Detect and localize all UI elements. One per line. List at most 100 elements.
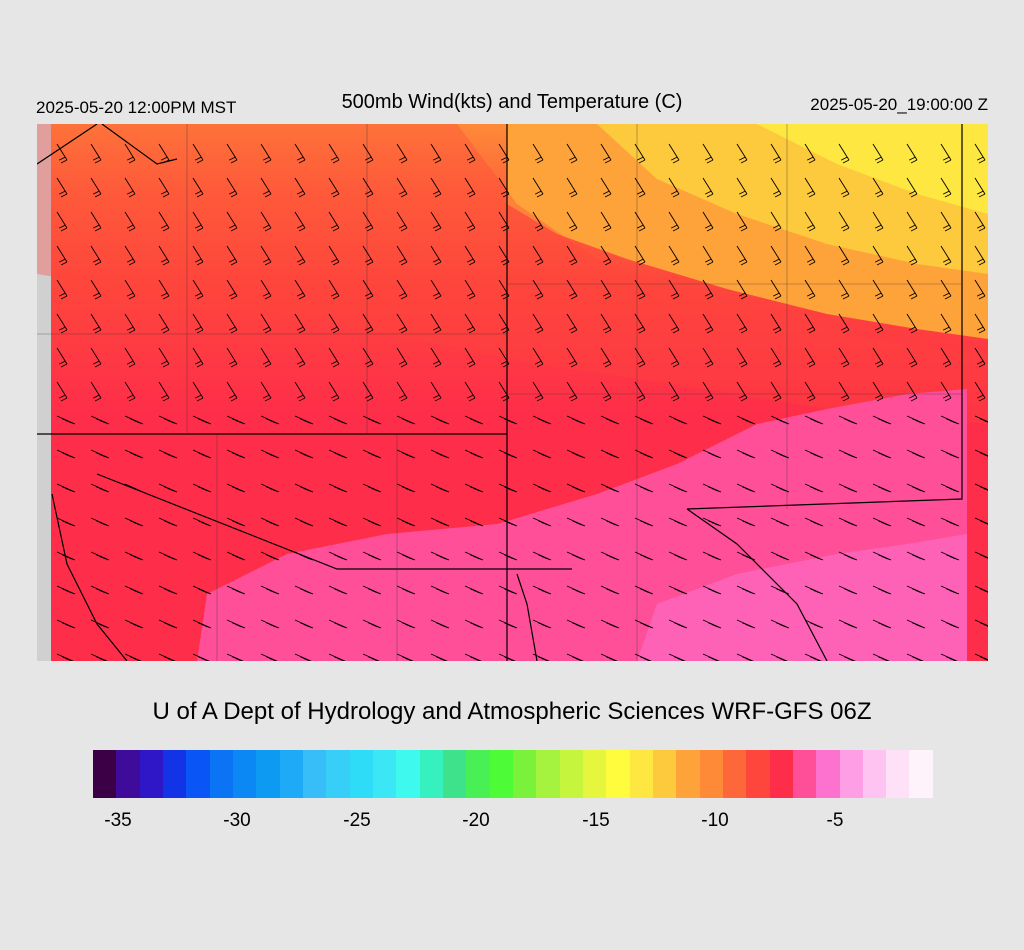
wind-barb [906,551,926,561]
wind-barb [396,313,408,334]
colorbar-swatch [256,750,280,798]
wind-barb [702,177,714,198]
wind-barb [328,245,340,266]
wind-barb [56,619,76,629]
wind-barb [226,313,238,334]
wind-barb [464,517,484,527]
wind-barb [498,143,510,164]
wind-barb [668,279,680,300]
wind-barb [634,517,654,527]
wind-barb [124,347,136,368]
wind-barb [940,619,960,629]
wind-barb [56,313,68,334]
wind-barb [226,245,238,266]
colorbar-tick-label: -25 [343,810,371,831]
wind-barb [192,517,212,527]
colorbar-tick-label: -35 [104,810,132,831]
wind-barb [328,517,348,527]
wind-barb [566,517,586,527]
wind-barb [362,483,382,493]
wind-barb [940,517,960,527]
chart-title: 500mb Wind(kts) and Temperature (C) [341,91,683,113]
wind-barb [294,415,314,425]
wind-barb [770,143,782,164]
wind-barb [872,483,892,493]
wind-barb [940,483,960,493]
wind-barb [124,211,136,232]
wind-barb [532,619,552,629]
wind-barb [464,211,476,232]
wind-barb [872,177,884,198]
wind-barb [158,177,170,198]
colorbar-swatch [489,750,513,798]
wind-barb [90,653,108,661]
wind-barb [464,313,476,334]
wind-barb [226,177,238,198]
wind-barb [702,551,722,561]
wind-barb [974,313,986,334]
wind-barb [668,177,680,198]
wind-barb [770,551,790,561]
wind-barb [294,551,314,561]
wind-barb [532,551,552,561]
wind-barb [260,517,280,527]
wind-barb [294,585,314,595]
wind-barb [56,483,76,493]
colorbar-swatch [186,750,210,798]
wind-barb [940,653,958,661]
colorbar-swatch [372,750,397,798]
wind-barb [430,619,450,629]
wind-barb [362,279,374,300]
colorbar-swatch [139,750,163,798]
wind-barb [396,483,416,493]
wind-barb [396,245,408,266]
colorbar-tick-label: -30 [223,810,251,831]
wind-barb [532,381,544,402]
colorbar-swatch [466,750,490,798]
wind-barb [226,585,246,595]
wind-barb [396,279,408,300]
wind-barb [498,449,518,459]
wind-barb [532,313,544,334]
wind-barb [56,245,68,266]
wind-barb [362,177,374,198]
wind-barb [634,347,646,368]
wind-barb [328,483,348,493]
wind-barb [56,177,68,198]
wind-barb [634,585,654,595]
colorbar-swatch [442,750,467,798]
wind-barb [430,313,442,334]
wind-barb [532,143,544,164]
wind-barb [124,177,136,198]
wind-barb [770,483,790,493]
wind-barb [634,619,654,629]
wind-barb [498,177,510,198]
colorbar-swatch [606,750,630,798]
wind-barb [804,585,824,595]
wind-barb [396,551,416,561]
wind-barb [362,653,380,661]
wind-barb [566,449,586,459]
wind-barb [804,415,824,425]
wind-barb [736,551,756,561]
wind-barb [158,483,178,493]
wind-barb [498,517,518,527]
wind-barb [260,415,280,425]
wind-barb [668,347,680,368]
wind-barb [498,245,510,266]
wind-barb [872,517,892,527]
wind-barb [464,449,484,459]
colorbar-swatch [279,750,303,798]
wind-barb [56,381,68,402]
wind-barb [566,313,578,334]
wind-barb [566,415,586,425]
wind-barb [838,415,858,425]
wind-barb [872,245,884,266]
wind-barb [192,279,204,300]
wind-barb [430,347,442,368]
wind-barb [872,551,892,561]
wind-barb [226,415,246,425]
wind-barb [328,585,348,595]
wind-barb [498,483,518,493]
wind-barb [396,143,408,164]
